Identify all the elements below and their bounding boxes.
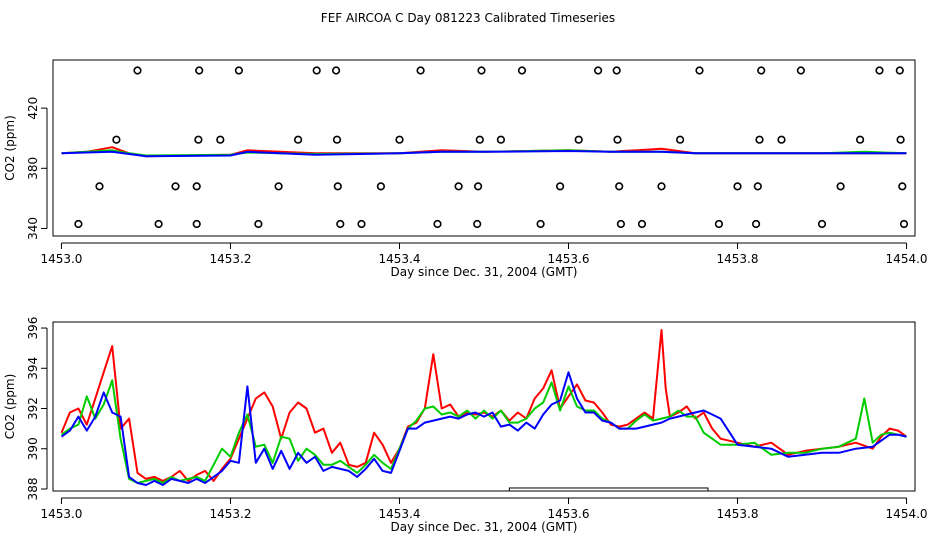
top-calibration-point-40: [637, 219, 647, 229]
top-calibration-point-41: [657, 182, 666, 191]
bottom-chart-group: 1453.0 1453.2 1453.4 1453.6 1453.8 1454.0 Day …: [3, 317, 928, 534]
top-calibration-point-47: [753, 182, 762, 191]
bottom-y-axis-label: CO2 (ppm): [3, 374, 17, 440]
top-calibration-point-57: [896, 135, 905, 144]
top-calibration-point-1: [95, 182, 104, 191]
top-calibration-point-13: [274, 182, 283, 191]
top-calibration-point-2: [112, 135, 121, 144]
top-x-tick-label-1: 1453.2: [209, 252, 251, 266]
bottom-y-tick-label-2: 392: [26, 397, 40, 420]
bottom-series-red-line: [60, 329, 908, 482]
bottom-x-tick-label-5: 1454.0: [886, 507, 928, 521]
top-calibration-point-39: [616, 219, 626, 229]
top-calibration-point-16: [332, 66, 341, 75]
bottom-x-tick-label-3: 1453.6: [548, 507, 590, 521]
top-y-tick-label-0: 340: [26, 217, 40, 240]
top-calibration-point-11: [234, 66, 243, 75]
top-calibration-point-9: [195, 66, 204, 75]
top-calibration-point-35: [593, 66, 603, 75]
top-calibration-point-38: [615, 182, 624, 191]
top-calibration-point-55: [875, 66, 884, 75]
top-calibration-point-50: [777, 135, 786, 144]
top-calibration-point-33: [555, 182, 565, 191]
top-calibration-point-4: [154, 219, 163, 229]
top-calibration-point-31: [517, 66, 527, 75]
top-calibration-point-6: [192, 219, 201, 229]
top-y-tick-label-1: 380: [26, 157, 40, 180]
top-calibration-point-23: [416, 66, 425, 75]
top-calibration-point-26: [473, 219, 482, 229]
top-calibration-point-56: [895, 66, 904, 75]
top-calibration-point-28: [475, 135, 484, 144]
top-calibration-point-30: [496, 135, 506, 144]
top-calibration-point-3: [133, 66, 142, 75]
top-calibration-point-54: [855, 135, 865, 144]
top-calibration-point-8: [194, 135, 203, 144]
top-calibration-point-58: [898, 182, 907, 191]
top-calibration-point-20: [357, 219, 366, 229]
top-calibration-point-36: [612, 66, 621, 75]
top-calibration-point-14: [294, 135, 303, 144]
top-calibration-point-48: [755, 135, 764, 144]
top-calibration-point-49: [757, 66, 766, 75]
top-x-tick-label-0: 1453.0: [40, 252, 82, 266]
top-calibration-point-53: [836, 182, 845, 191]
top-calibration-point-22: [395, 135, 404, 144]
top-calibration-point-19: [336, 219, 345, 229]
top-calibration-point-12: [254, 219, 263, 229]
top-calibration-point-44: [714, 219, 724, 229]
bottom-series-green-line: [60, 379, 907, 484]
bottom-y-tick-label-0: 388: [26, 478, 40, 501]
top-chart-group: 1453.0 1453.2 1453.4 1453.6 1453.8 1454.0 Day …: [3, 59, 928, 279]
top-plot-frame: [52, 59, 916, 237]
top-x-axis-label: Day since Dec. 31, 2004 (GMT): [391, 265, 578, 279]
top-y-axis-label: CO2 (ppm): [3, 115, 17, 181]
top-y-tick-label-2: 420: [26, 97, 40, 120]
top-calibration-point-17: [332, 135, 342, 144]
bottom-x-axis-label: Day since Dec. 31, 2004 (GMT): [391, 520, 578, 534]
top-calibration-point-24: [433, 219, 442, 229]
top-x-tick-label-5: 1454.0: [886, 252, 928, 266]
top-calibration-point-45: [733, 182, 742, 191]
bottom-series-blue-line: [60, 371, 907, 486]
top-calibration-point-21: [376, 182, 386, 191]
top-calibration-point-25: [454, 182, 463, 191]
top-calibration-point-52: [817, 219, 827, 229]
top-calibration-point-18: [333, 182, 342, 191]
top-calibration-point-5: [171, 182, 180, 191]
top-calibration-point-37: [613, 135, 622, 144]
top-x-tick-label-3: 1453.6: [548, 252, 590, 266]
top-x-tick-label-4: 1453.8: [717, 252, 759, 266]
bottom-x-tick-label-4: 1453.8: [717, 507, 759, 521]
bottom-y-tick-label-3: 394: [26, 357, 40, 380]
top-calibration-point-10: [216, 135, 225, 144]
top-series-blue-line: [61, 150, 907, 158]
bottom-plot-frame: [52, 321, 916, 492]
top-calibration-point-43: [695, 66, 704, 75]
top-calibration-point-7: [192, 182, 201, 191]
top-calibration-point-0: [74, 219, 83, 229]
top-calibration-point-29: [477, 66, 486, 75]
top-calibration-point-59: [899, 219, 909, 229]
bottom-y-tick-label-4: 396: [26, 317, 40, 340]
top-calibration-point-46: [751, 219, 761, 229]
top-calibration-point-42: [675, 135, 685, 144]
top-calibration-point-34: [574, 135, 583, 144]
top-calibration-point-32: [536, 219, 545, 229]
bottom-x-tick-label-1: 1453.2: [209, 507, 251, 521]
page-title: FEF AIRCOA C Day 081223 Calibrated Times…: [321, 11, 615, 25]
bottom-x-tick-label-2: 1453.4: [378, 507, 420, 521]
bottom-x-tick-label-0: 1453.0: [40, 507, 82, 521]
top-plot-area: [61, 66, 909, 229]
top-calibration-point-15: [312, 66, 321, 75]
top-calibration-point-27: [474, 182, 483, 191]
top-x-tick-label-2: 1453.4: [378, 252, 420, 266]
top-calibration-point-51: [796, 66, 806, 75]
bottom-plot-area: [60, 329, 908, 486]
bottom-y-tick-label-1: 390: [26, 437, 40, 460]
